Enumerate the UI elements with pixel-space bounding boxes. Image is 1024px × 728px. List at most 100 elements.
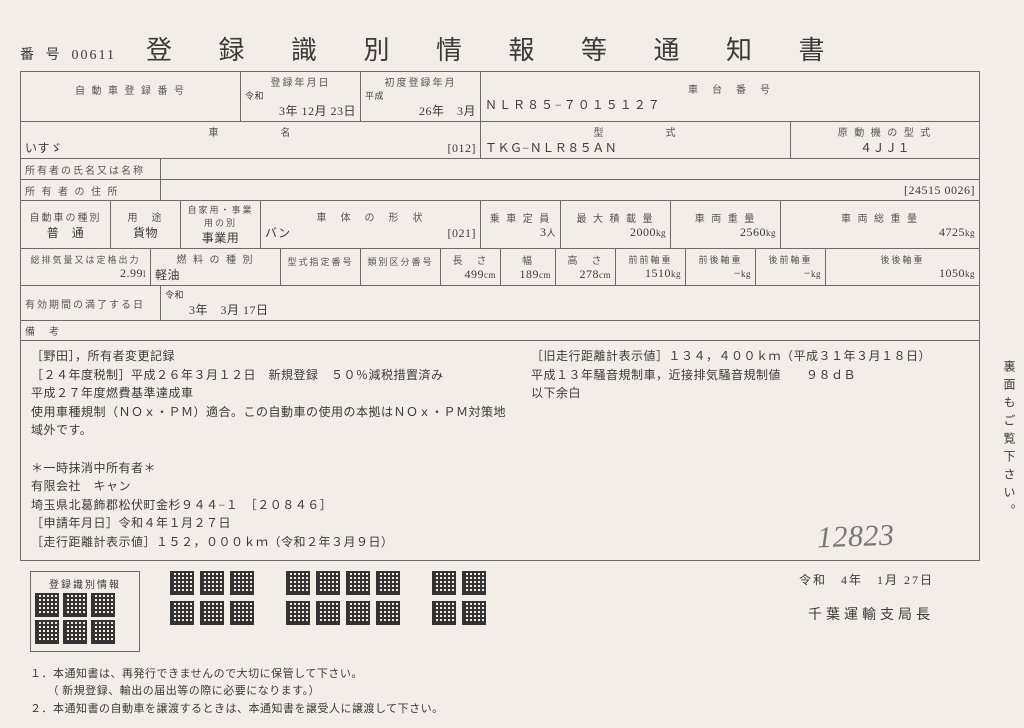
class-code bbox=[365, 268, 436, 280]
capacity-unit: 人 bbox=[546, 228, 556, 238]
qr-info-box: 登録識別情報 bbox=[30, 571, 140, 652]
length-unit: cm bbox=[484, 270, 496, 280]
disp-unit: l bbox=[143, 269, 146, 279]
weight-unit: kg bbox=[766, 228, 776, 238]
qr-icon bbox=[346, 571, 370, 595]
fr-unit: kg bbox=[741, 269, 751, 279]
rr-weight: 1050 bbox=[939, 266, 965, 280]
page-title: 登 録 識 別 情 報 等 通 知 書 bbox=[146, 30, 845, 67]
height-label: 高 さ bbox=[560, 252, 611, 267]
capacity-label: 乗 車 定 員 bbox=[485, 210, 556, 225]
rf-label: 後前軸重 bbox=[760, 253, 821, 266]
model: ＴＫＧ−ＮＬＲ８５ＡＮ bbox=[485, 139, 786, 156]
handwritten-number: 12823 bbox=[816, 519, 895, 556]
width-unit: cm bbox=[539, 270, 551, 280]
qr-icon bbox=[35, 620, 59, 644]
use-sub-label: 自家用・事業用の別 bbox=[185, 203, 256, 229]
reg-date-label: 登録年月日 bbox=[245, 74, 356, 89]
typecode-label: 型式指定番号 bbox=[285, 255, 356, 268]
rr-unit: kg bbox=[965, 269, 975, 279]
first-reg: 26年 3月 bbox=[365, 102, 476, 119]
width-label: 幅 bbox=[505, 252, 551, 267]
gross-label: 車 両 総 重 量 bbox=[785, 210, 975, 225]
reg-num bbox=[25, 97, 236, 111]
doc-number-label: 番 号 bbox=[20, 44, 64, 64]
ff-weight: 1510 bbox=[645, 266, 671, 280]
reg-date: 3年 12月 23日 bbox=[245, 102, 356, 119]
vehicle-weight: 2560 bbox=[740, 225, 766, 239]
qr-icon bbox=[63, 593, 87, 617]
qr-icon bbox=[200, 601, 224, 625]
remarks-right: ［旧走行距離計表示値］１３４，４００ｋｍ（平成３１年３月１８日）平成１３年騒音規… bbox=[511, 347, 969, 552]
length: 499 bbox=[465, 267, 485, 281]
doc-number: 00611 bbox=[72, 48, 116, 64]
qr-icon bbox=[432, 571, 456, 595]
qr-icon bbox=[200, 571, 224, 595]
body-code: [021] bbox=[448, 226, 477, 241]
registration-form: 自 動 車 登 録 番 号 登録年月日 令和 3年 12月 23日 初度登録年月… bbox=[20, 71, 980, 561]
gross-weight: 4725 bbox=[939, 225, 965, 239]
engine-model: ４ＪＪ１ bbox=[795, 139, 975, 156]
qr-set bbox=[170, 571, 486, 625]
body-label: 車 体 の 形 状 bbox=[265, 209, 476, 224]
fr-label: 前後軸重 bbox=[690, 253, 751, 266]
side-note: 裏面もご覧下さい。 bbox=[1001, 360, 1018, 522]
expiry-label: 有効期間の満了する日 bbox=[25, 296, 156, 311]
type-code bbox=[285, 268, 356, 280]
chassis-number: ＮＬＲ８５−７０１５１２７ bbox=[485, 96, 975, 113]
model-label: 型 式 bbox=[485, 124, 786, 139]
vehicle-kind: 普 通 bbox=[25, 224, 106, 241]
qr-icon bbox=[346, 601, 370, 625]
issue-date: 令和 4年 1月 27日 bbox=[799, 571, 934, 588]
first-reg-label: 初度登録年月 bbox=[365, 74, 476, 89]
car-name: いすゞ bbox=[25, 139, 63, 156]
fr-weight: − bbox=[734, 266, 741, 280]
remarks-left: ［野田］，所有者変更記録［２４年度税制］平成２６年３月１２日 新規登録 ５０％減… bbox=[31, 347, 511, 552]
qr-icon bbox=[286, 601, 310, 625]
footnotes: １．本通知書は、再発行できませんので大切に保管して下さい。 （ 新規登録、輸出の… bbox=[20, 666, 1004, 719]
reg-date-era: 令和 bbox=[245, 89, 356, 102]
displacement: 2.99 bbox=[120, 266, 143, 280]
disp-label: 総排気量又は定格出力 bbox=[25, 253, 146, 266]
rr-label: 後後軸重 bbox=[830, 253, 975, 266]
owner-addr-label: 所 有 者 の 住 所 bbox=[25, 183, 156, 198]
qr-icon bbox=[316, 571, 340, 595]
qr-icon bbox=[170, 601, 194, 625]
height: 278 bbox=[580, 267, 600, 281]
qr-icon bbox=[35, 593, 59, 617]
height-unit: cm bbox=[599, 270, 611, 280]
qr-icon bbox=[432, 601, 456, 625]
reg-num-label: 自 動 車 登 録 番 号 bbox=[25, 82, 236, 97]
rf-weight: − bbox=[804, 266, 811, 280]
remarks-label: 備 考 bbox=[25, 323, 77, 338]
fuel-type: 軽油 bbox=[155, 266, 276, 283]
owner-addr-code: [24515 0026] bbox=[165, 183, 975, 198]
owner-name bbox=[161, 159, 979, 179]
body-shape: バン bbox=[265, 224, 291, 241]
expiry-era: 令和 bbox=[165, 288, 184, 301]
qr-icon bbox=[376, 571, 400, 595]
qr-icon bbox=[63, 620, 87, 644]
qr-icon bbox=[91, 593, 115, 617]
maxload-label: 最 大 積 載 量 bbox=[565, 210, 666, 225]
qr-title: 登録識別情報 bbox=[35, 576, 135, 591]
qr-icon bbox=[170, 571, 194, 595]
gross-unit: kg bbox=[965, 228, 975, 238]
first-reg-era: 平成 bbox=[365, 89, 476, 102]
car-name-code: [012] bbox=[448, 141, 477, 156]
fuel-label: 燃 料 の 種 別 bbox=[155, 251, 276, 266]
maxload-unit: kg bbox=[656, 228, 666, 238]
vehicle-use2: 事業用 bbox=[185, 229, 256, 246]
classcode-label: 類別区分番号 bbox=[365, 255, 436, 268]
ff-label: 前前軸重 bbox=[620, 253, 681, 266]
qr-icon bbox=[91, 620, 115, 644]
chassis-label: 車 台 番 号 bbox=[485, 81, 975, 96]
use-label: 用 途 bbox=[115, 209, 176, 224]
qr-icon bbox=[230, 601, 254, 625]
qr-icon bbox=[316, 601, 340, 625]
width: 189 bbox=[520, 267, 540, 281]
qr-icon bbox=[286, 571, 310, 595]
expiry-date: 3年 3月 17日 bbox=[165, 301, 975, 318]
qr-icon bbox=[462, 601, 486, 625]
car-name-label: 車 名 bbox=[25, 124, 476, 139]
